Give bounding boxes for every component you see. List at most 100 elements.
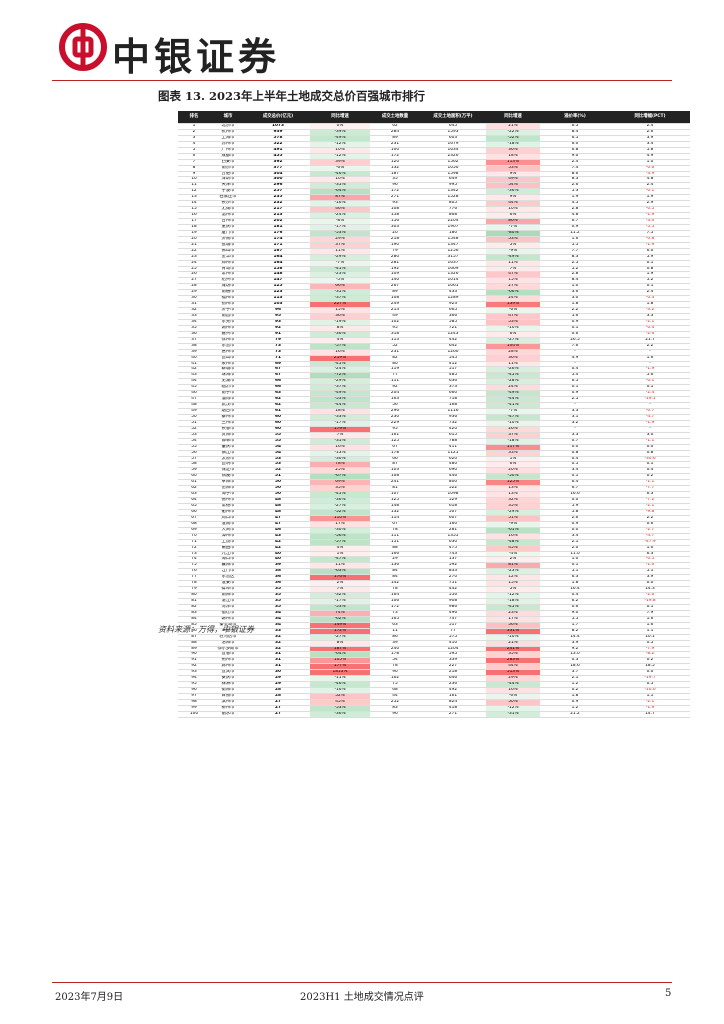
cell: 3.0: [646, 432, 654, 437]
cell: 23%: [486, 610, 540, 616]
cell: -1.9: [645, 367, 655, 372]
table-row: 22 佛山市 167 11% 79 1256 -9% 7.7 6.0: [178, 248, 690, 255]
cell: 13.0: [570, 652, 580, 657]
cell: 83: [392, 705, 398, 710]
cell: 溢价率(%): [564, 114, 586, 119]
table-row: 79 蚌埠市 35 7% 78 442 5% 16.4 14.3: [178, 587, 690, 594]
cell: 福州市: [221, 296, 235, 301]
cell: 271: [448, 711, 458, 716]
cell: 驻马店市: [219, 634, 237, 639]
cell: 20: [392, 230, 398, 235]
cell: 37: [191, 337, 197, 342]
cell: 90: [191, 652, 197, 657]
cell: 50%: [486, 699, 540, 705]
cell: 79: [191, 587, 197, 592]
table-row: 98 滨州市 27 45% 252 824 50% 0.9 -2.1: [178, 699, 690, 706]
cell: 110%: [310, 515, 370, 521]
cell: 411: [448, 444, 458, 449]
cell: 331%: [486, 628, 540, 634]
cell: 585: [448, 319, 458, 324]
cell: 139%: [486, 302, 540, 308]
cell: 923: [448, 302, 458, 307]
cell: 5.2: [646, 278, 654, 283]
table-row: 19 厦门市 176 -53% 20 180 -80% 11.2 7.5: [178, 230, 690, 237]
cell: 6.3: [646, 551, 654, 556]
cell: -47%: [310, 557, 370, 563]
cell: 21%: [486, 124, 540, 129]
cell: 227: [448, 664, 458, 669]
table-row: 55 肇庆市 54 16% 67 411 117% 0.0 0.0: [178, 444, 690, 451]
table-row: 18 重庆市 181 -17% 303 1907 -7% 0.9 -5.5: [178, 224, 690, 231]
cell: 24%: [486, 296, 540, 302]
cell: 13%: [486, 492, 540, 498]
cell: 270: [448, 575, 458, 580]
table-row: 32 济宁市 96 15% 213 665 -6% 2.2 -3.2: [178, 308, 690, 314]
cell: 1204: [447, 646, 459, 651]
table-row: 50 泰州市 60 -33% 230 936 -47% 3.1 -4.7: [178, 414, 690, 421]
cell: 442: [448, 587, 458, 592]
cell: 0.2: [646, 474, 654, 479]
cell: -63%: [310, 569, 370, 575]
cell: 296: [273, 183, 283, 188]
cell: -80%: [486, 230, 540, 236]
cell: 无锡市: [221, 207, 235, 212]
cell: 117%: [486, 444, 540, 450]
cell: 42: [275, 539, 281, 544]
cell: 3.3: [646, 314, 654, 318]
table-row: 13 石家庄市 235 87% 271 1528 9% 1.9 1.9: [178, 195, 690, 202]
cell: 93: [191, 670, 197, 675]
cell: 43: [191, 373, 197, 378]
cell: 1073: [272, 124, 284, 128]
cell: 595: [448, 652, 458, 657]
cell: -4.7: [645, 533, 655, 538]
cell: 深圳市: [221, 177, 235, 182]
cell: 53%: [486, 236, 540, 242]
cell: 8.3: [571, 254, 579, 259]
cell: 成交土地面积(万平): [433, 114, 473, 119]
cell: 29%: [486, 676, 540, 682]
cell: 23: [191, 254, 197, 259]
cell: 成都市: [221, 153, 235, 158]
cell: -0.6: [645, 165, 655, 170]
cell: 39: [191, 349, 197, 354]
cell: 92: [191, 664, 197, 669]
table-row: 3 上海市 578 -49% 89 603 -52% 6.5 3.9: [178, 135, 690, 142]
cell: 17%: [310, 521, 370, 527]
cell: 30: [191, 296, 197, 301]
cell: 28: [191, 284, 197, 289]
cell: 9%: [486, 171, 540, 177]
cell: 淄博市: [221, 397, 235, 402]
cell: 28%: [486, 349, 540, 355]
table-row: 17 台州市 202 -8% 156 2204 86% 6.7 -3.0: [178, 219, 690, 225]
cell: 株洲市: [221, 682, 235, 687]
cell: 66: [191, 509, 197, 514]
cell: 14.3: [645, 587, 655, 592]
cell: -72%: [310, 373, 370, 379]
cell: 49: [392, 314, 398, 318]
cell: 0.1: [646, 604, 654, 609]
table-row: 78 淮安市 36 2% 142 751 15% 1.8 0.0: [178, 581, 690, 588]
cell: 0.2: [571, 688, 579, 693]
cell: 1.9: [646, 195, 654, 200]
cell: 161: [448, 694, 458, 698]
cell: 496: [448, 610, 458, 615]
cell: 53%: [486, 319, 540, 325]
cell: 73: [392, 610, 398, 615]
cell: 秦皇岛市: [219, 622, 237, 627]
cell: 1116: [447, 409, 459, 413]
cell: 6.5: [571, 124, 579, 128]
cell: 642: [448, 343, 458, 348]
table-row: 100 丽水市 27 -36% 96 271 -31% 21.2 14.7: [178, 711, 690, 718]
cell: 167: [273, 248, 283, 253]
cell: 东莞市: [221, 319, 235, 324]
cell: 北京市: [221, 124, 235, 128]
cell: 杭州市: [221, 129, 235, 134]
cell: 0.1: [571, 563, 579, 568]
cell: 54: [275, 444, 281, 449]
table-row: 5 广州市 491 10% 100 1634 36% 6.8 5.8: [178, 147, 690, 154]
cell: -7.7: [645, 486, 655, 491]
cell: 53: [275, 462, 281, 467]
cell: 绍兴市: [221, 278, 235, 283]
cell: 厦门市: [221, 230, 235, 235]
cell: 26: [191, 272, 197, 277]
